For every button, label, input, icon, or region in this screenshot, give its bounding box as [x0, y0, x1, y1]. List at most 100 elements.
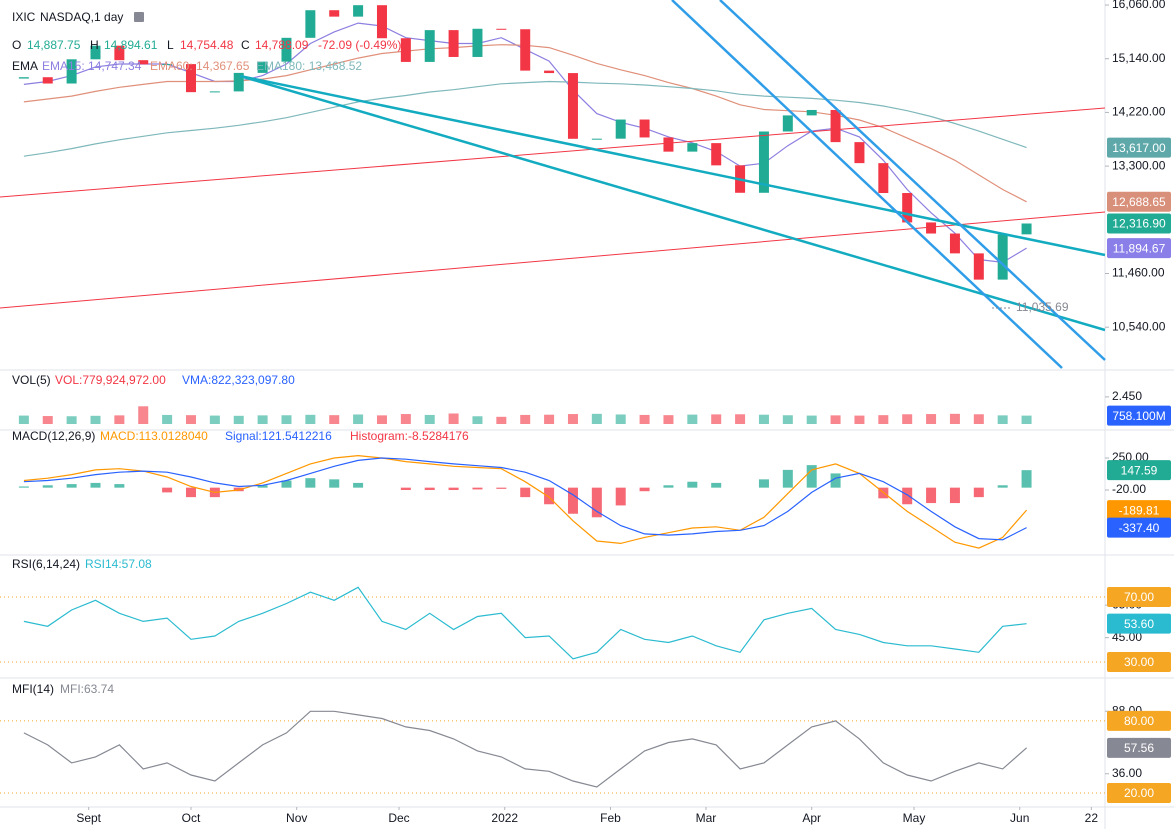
volume-bar	[830, 415, 841, 424]
histogram-bar	[114, 484, 125, 488]
legend-text: EMA60: 14,367.65	[150, 59, 250, 73]
trend-line	[239, 74, 1106, 332]
histogram-bar	[329, 479, 340, 488]
histogram-bar	[42, 485, 53, 488]
candle	[138, 60, 149, 65]
price-tag-label: 12,316.90	[1112, 217, 1166, 231]
y-tick-label: 14,220.00	[1112, 105, 1166, 119]
candle	[687, 143, 698, 152]
volume-bar	[448, 413, 459, 424]
candle	[591, 138, 602, 140]
y-tick-label: 13,300.00	[1112, 158, 1166, 172]
candle	[233, 72, 244, 92]
price-tag-label: 11,894.67	[1113, 241, 1166, 255]
histogram-bar	[18, 486, 29, 488]
volume-bar	[233, 415, 244, 424]
candle	[162, 64, 173, 66]
legend-text: RSI14:57.08	[85, 557, 152, 571]
volume-bar	[854, 415, 865, 424]
histogram-bar	[520, 487, 531, 498]
volume-bar	[400, 414, 411, 424]
legend-text: VOL:779,924,972.00	[55, 373, 166, 387]
volume-bar	[472, 416, 483, 424]
histogram-bar	[496, 487, 507, 489]
trend-line	[0, 211, 1106, 309]
volume-bar	[663, 415, 674, 424]
price-tag	[1107, 500, 1171, 521]
y-tick-label: 36.00	[1112, 766, 1142, 780]
price-tag	[1107, 782, 1171, 803]
histogram-bar	[926, 487, 937, 504]
price-tag-label: 70.00	[1124, 590, 1154, 604]
candle	[448, 30, 459, 57]
candle	[90, 45, 101, 60]
histogram-bar	[185, 487, 196, 498]
legend-text: MFI(14)	[12, 682, 54, 696]
histogram-bar	[162, 487, 173, 493]
volume-bar	[114, 415, 125, 424]
x-tick-label: May	[903, 811, 926, 825]
volume-bar	[162, 414, 173, 424]
candle	[42, 77, 53, 84]
histogram-bar	[806, 465, 817, 488]
x-tick-label: 22	[1085, 811, 1099, 825]
candle	[185, 64, 196, 93]
price-tag	[1107, 587, 1171, 608]
histogram-bar	[90, 482, 101, 488]
histogram-bar	[1021, 470, 1032, 488]
symbol-icon[interactable]	[134, 12, 144, 22]
legend-text: VMA:822,323,097.80	[182, 373, 295, 387]
price-tag-label: 53.60	[1124, 617, 1154, 631]
histogram-bar	[591, 487, 602, 518]
x-tick-label: Dec	[388, 811, 409, 825]
volume-bar	[687, 414, 698, 424]
legend-text: H	[90, 38, 99, 52]
candle	[878, 163, 889, 194]
histogram-bar	[544, 487, 555, 505]
candle	[639, 119, 650, 138]
legend-text: 14,788.09	[255, 38, 309, 52]
volume-bar	[949, 413, 960, 424]
volume-bar	[567, 414, 578, 424]
candle	[902, 193, 913, 223]
trend-lines	[0, 0, 1106, 369]
legend-text: EMA15: 14,747.34	[42, 59, 142, 73]
histogram-bar	[615, 487, 626, 506]
candle	[66, 59, 77, 84]
legend-text: IXIC	[12, 10, 36, 24]
volume-bar	[42, 416, 53, 424]
volume-bar	[639, 414, 650, 424]
y-tick-label: 2.450	[1112, 389, 1142, 403]
histogram-bar	[663, 485, 674, 488]
candle	[472, 28, 483, 57]
histogram-bar	[973, 487, 984, 498]
volume-bar	[376, 415, 387, 424]
indicator-line	[23, 457, 1027, 541]
legend-text: O	[12, 38, 21, 52]
volume-bar	[496, 416, 507, 424]
x-tick-label: Oct	[182, 811, 201, 825]
legend-text: NASDAQ,1 day	[40, 10, 123, 24]
price-tag	[1107, 137, 1171, 158]
y-tick-label: 10,540.00	[1112, 319, 1166, 333]
price-tag	[1107, 460, 1171, 481]
candle	[114, 45, 125, 61]
x-tick-label: Feb	[600, 811, 621, 825]
volume-bar	[520, 414, 531, 424]
histogram-bar	[257, 485, 268, 488]
plot-area	[0, 5, 1105, 794]
volume-bar	[66, 416, 77, 424]
legend-text: EMA180: 13,468.52	[256, 59, 362, 73]
legend-text: 14,887.75	[27, 38, 81, 52]
volume-bar	[281, 415, 292, 424]
candle	[567, 73, 578, 139]
candle	[257, 61, 268, 73]
candle	[376, 5, 387, 39]
price-tag	[1107, 710, 1171, 731]
x-tick-label: Sept	[76, 811, 101, 825]
candle	[949, 233, 960, 254]
legend-text: MACD(12,26,9)	[12, 429, 95, 443]
candle	[209, 91, 220, 93]
volume-bar	[591, 413, 602, 424]
